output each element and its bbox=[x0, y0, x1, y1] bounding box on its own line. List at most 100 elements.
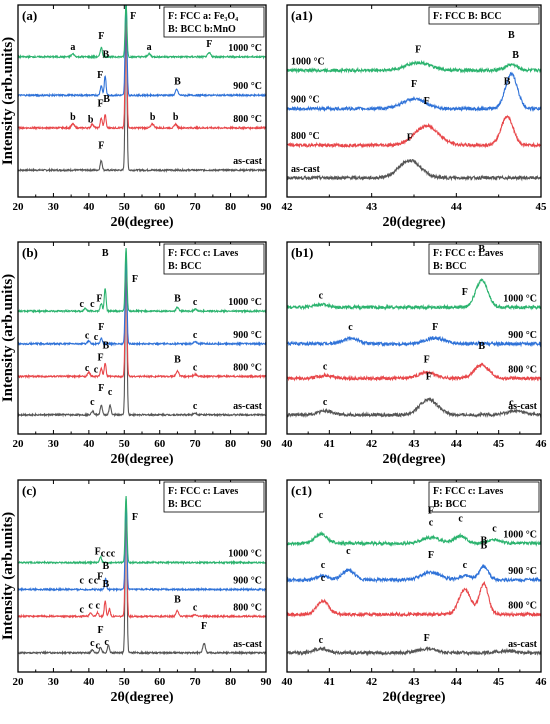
peak-annotation: c bbox=[80, 575, 85, 586]
plot-frame bbox=[286, 4, 542, 198]
peak-annotation: F bbox=[424, 355, 430, 366]
peak-annotation: B bbox=[508, 30, 515, 41]
peak-annotation: F bbox=[411, 79, 417, 90]
curve-label: 800 °C bbox=[291, 131, 320, 142]
curve-label: as-cast bbox=[508, 639, 538, 650]
peak-annotation: c bbox=[108, 387, 113, 398]
panel-label: (c1) bbox=[291, 483, 312, 498]
x-tick-label: 43 bbox=[366, 201, 378, 213]
x-axis-label: 2θ(degree) bbox=[110, 690, 173, 705]
x-tick-label: 90 bbox=[261, 676, 273, 688]
peak-annotation: F bbox=[428, 550, 434, 561]
peak-annotation: F bbox=[98, 322, 104, 333]
peak-annotation: c bbox=[106, 549, 111, 560]
x-tick-label: 40 bbox=[83, 438, 95, 450]
x-tick-label: 90 bbox=[261, 438, 273, 450]
peak-annotation: c bbox=[319, 510, 324, 521]
peak-annotation: B bbox=[481, 540, 488, 551]
series-line-900-c bbox=[18, 503, 266, 593]
series-line-1000-c bbox=[18, 495, 266, 566]
peak-annotation: F bbox=[130, 11, 136, 22]
series-line-900-c bbox=[18, 5, 266, 98]
peak-annotation: c bbox=[346, 546, 351, 557]
peak-annotation: B bbox=[478, 341, 485, 352]
peak-annotation: F bbox=[98, 141, 104, 152]
legend-entry: B: BCC bbox=[168, 261, 202, 272]
x-tick-label: 60 bbox=[154, 201, 166, 213]
legend-entry: F: FCC c: Laves bbox=[168, 248, 238, 259]
x-tick-label: 90 bbox=[261, 201, 273, 213]
x-axis-label: 2θ(degree) bbox=[382, 452, 445, 467]
x-tick-label: 60 bbox=[154, 438, 166, 450]
legend-entry: F: FCC a: Fe₃O₄ bbox=[168, 11, 238, 22]
legend-box bbox=[428, 243, 540, 275]
series-line-1000-c bbox=[287, 530, 541, 547]
peak-annotation: c bbox=[95, 600, 100, 611]
legend-box bbox=[428, 6, 540, 25]
peak-annotation: B bbox=[174, 76, 181, 87]
series-line-1000-c bbox=[18, 5, 266, 60]
x-axis-label: 2θ(degree) bbox=[110, 215, 173, 230]
peak-annotation: c bbox=[104, 637, 109, 648]
legend-entry: F: FCC B: BCC bbox=[433, 11, 502, 22]
y-axis-label: Intensity (arb.units) bbox=[0, 512, 16, 640]
series-line-as-cast bbox=[287, 645, 541, 657]
panel-label: (a1) bbox=[291, 8, 313, 23]
peak-annotation: c bbox=[85, 331, 90, 342]
x-axis-label: 2θ(degree) bbox=[382, 215, 445, 230]
curve-label: as-cast bbox=[233, 639, 263, 650]
peak-annotation: F bbox=[97, 352, 103, 363]
legend-box bbox=[163, 6, 265, 38]
curve-label: as-cast bbox=[291, 164, 321, 175]
x-tick-label: 80 bbox=[225, 676, 237, 688]
curve-label: 900 °C bbox=[508, 330, 537, 341]
x-tick-label: 46 bbox=[536, 676, 548, 688]
panel-label: (b1) bbox=[291, 245, 313, 260]
x-tick-label: 44 bbox=[451, 201, 463, 213]
peak-annotation: c bbox=[95, 641, 100, 652]
peak-annotation: B bbox=[103, 561, 110, 572]
peak-annotation: B bbox=[103, 341, 110, 352]
peak-annotation: B bbox=[478, 244, 485, 255]
x-tick-label: 40 bbox=[83, 201, 95, 213]
panel-a: 20 30 40 50 60 70 80 90 2θ(degree) Intensity (arb… bbox=[0, 4, 273, 230]
x-tick-label: 40 bbox=[282, 676, 294, 688]
peak-annotation: F bbox=[201, 621, 207, 632]
peak-annotation: F bbox=[428, 506, 434, 517]
series-line-as-cast bbox=[18, 16, 266, 173]
peak-annotation: c bbox=[90, 299, 95, 310]
series-line-as-cast bbox=[18, 499, 266, 656]
peak-annotation: c bbox=[193, 330, 198, 341]
x-tick-label: 20 bbox=[13, 201, 25, 213]
curve-label: 1000 °C bbox=[228, 549, 262, 560]
x-tick-label: 45 bbox=[536, 201, 548, 213]
x-tick-label: 43 bbox=[409, 438, 421, 450]
curve-label: 800 °C bbox=[233, 602, 262, 613]
peak-annotation: c bbox=[101, 548, 106, 559]
x-tick-label: 50 bbox=[119, 201, 131, 213]
curve-label: as-cast bbox=[233, 156, 263, 167]
panel-a1: 42 43 44 45 2θ(degree) (a1) F: FCC B: BCC as-ca… bbox=[282, 4, 548, 230]
peak-annotation: B bbox=[103, 94, 110, 105]
peak-annotation: c bbox=[94, 364, 99, 375]
peak-annotation: c bbox=[193, 362, 198, 373]
panel-c: 20 30 40 50 60 70 80 90 2θ(degree) Intensity (arb… bbox=[0, 479, 273, 705]
curve-label: 800 °C bbox=[508, 364, 537, 375]
peak-annotation: B bbox=[103, 579, 110, 590]
peak-annotation: c bbox=[321, 573, 326, 584]
legend-entry: F: FCC c: Laves bbox=[433, 486, 503, 497]
peak-annotation: F bbox=[424, 96, 430, 107]
peak-annotation: c bbox=[88, 575, 93, 586]
x-tick-label: 70 bbox=[190, 201, 202, 213]
peak-annotation: c bbox=[323, 361, 328, 372]
legend-entry: B: BCC bbox=[433, 261, 467, 272]
x-tick-label: 80 bbox=[225, 201, 237, 213]
panel-b: 20 30 40 50 60 70 80 90 2θ(degree) Intensity (arb… bbox=[0, 241, 273, 467]
peak-annotation: c bbox=[323, 397, 328, 408]
x-tick-label: 41 bbox=[324, 438, 335, 450]
x-tick-label: 20 bbox=[13, 676, 25, 688]
x-tick-label: 44 bbox=[451, 438, 463, 450]
x-tick-label: 70 bbox=[190, 676, 202, 688]
peak-annotation: c bbox=[463, 560, 468, 571]
